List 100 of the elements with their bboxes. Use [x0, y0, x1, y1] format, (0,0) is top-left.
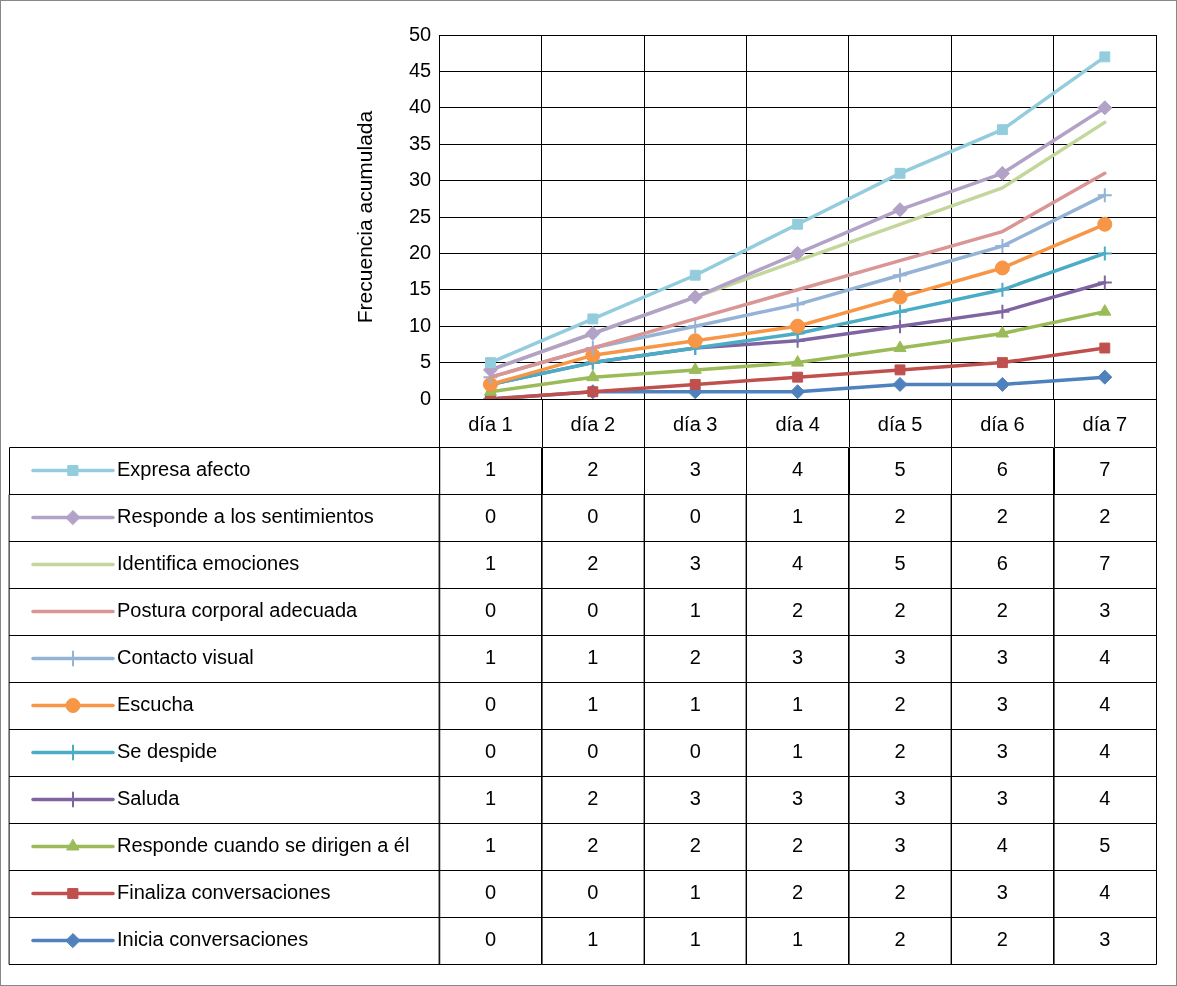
- text: 1: [689, 599, 701, 622]
- text: 2: [587, 552, 599, 575]
- text: 1: [792, 740, 804, 763]
- text: 4: [1099, 646, 1111, 669]
- text: 3: [689, 787, 701, 810]
- text: 0: [689, 740, 701, 763]
- text: 3: [894, 787, 906, 810]
- text: 0: [484, 881, 497, 904]
- text: 1: [792, 693, 804, 716]
- text: 1: [587, 693, 599, 716]
- text: 2: [792, 834, 804, 857]
- text: 2: [894, 599, 906, 622]
- text: 1: [587, 928, 599, 951]
- text: 3: [792, 646, 804, 669]
- y-tick-label: 30: [409, 168, 432, 191]
- legend-label: Expresa afecto: [117, 458, 251, 481]
- text: 3: [894, 646, 906, 669]
- y-tick-label: 40: [409, 95, 432, 118]
- text: 1: [484, 787, 497, 810]
- text: 5: [894, 458, 906, 481]
- text: 4: [792, 458, 804, 481]
- text: 7: [1099, 458, 1111, 481]
- text: 6: [996, 458, 1008, 481]
- text: 3: [996, 646, 1008, 669]
- y-tick-label: 15: [409, 277, 432, 300]
- text: 2: [894, 928, 906, 951]
- legend-label: Responde a los sentimientos: [117, 505, 374, 528]
- text: 1: [689, 881, 701, 904]
- legend-label: Saluda: [117, 787, 181, 810]
- text: 3: [792, 787, 804, 810]
- y-tick-label: 20: [409, 240, 432, 263]
- text: 4: [1099, 693, 1111, 716]
- text: 2: [587, 787, 599, 810]
- text: 0: [587, 740, 599, 763]
- text: 2: [1099, 505, 1111, 528]
- text: 4: [1099, 740, 1111, 763]
- x-tick-label: día 4: [775, 412, 820, 435]
- x-tick-label: día 7: [1082, 412, 1128, 435]
- x-tick-label: día 2: [570, 412, 616, 435]
- y-tick-label: 0: [420, 386, 432, 409]
- text: 0: [484, 928, 497, 951]
- y-tick-label: 25: [409, 204, 432, 227]
- legend-label: Se despide: [117, 740, 218, 763]
- text: 0: [484, 505, 497, 528]
- text: 1: [689, 928, 701, 951]
- text: 1: [484, 646, 497, 669]
- text: 2: [587, 834, 599, 857]
- text: 2: [996, 928, 1008, 951]
- text: 0: [484, 599, 497, 622]
- text: 3: [894, 834, 906, 857]
- text: 3: [1099, 928, 1111, 951]
- text: 2: [894, 740, 906, 763]
- text: 1: [792, 505, 804, 528]
- y-tick-label: 5: [420, 350, 432, 373]
- y-tick-label: 50: [409, 22, 432, 45]
- y-tick-label: 45: [409, 58, 432, 81]
- legend-label: Responde cuando se dirigen a él: [117, 834, 410, 857]
- text: 0: [587, 881, 599, 904]
- text: 4: [1099, 881, 1111, 904]
- x-tick-label: día 5: [877, 412, 923, 435]
- text: 0: [587, 505, 599, 528]
- text: 1: [689, 693, 701, 716]
- text: 3: [996, 693, 1008, 716]
- text: 1: [484, 552, 497, 575]
- text: 7: [1099, 552, 1111, 575]
- legend-label: Postura corporal adecuada: [117, 599, 359, 622]
- text: 5: [1099, 834, 1111, 857]
- text: 2: [792, 599, 804, 622]
- text: 1: [484, 834, 497, 857]
- text: 3: [996, 787, 1008, 810]
- text: 2: [792, 881, 804, 904]
- text: 2: [689, 646, 701, 669]
- text: 0: [484, 693, 497, 716]
- text: 3: [689, 458, 701, 481]
- text: 0: [484, 740, 497, 763]
- text: 1: [484, 458, 497, 481]
- text: 3: [996, 881, 1008, 904]
- text: 2: [996, 505, 1008, 528]
- text: 2: [894, 693, 906, 716]
- text: 1: [792, 928, 804, 951]
- legend-label: Inicia conversaciones: [117, 928, 309, 951]
- y-axis-title: Frecuencia acumulada: [352, 110, 376, 324]
- text: 4: [792, 552, 804, 575]
- x-tick-label: día 1: [468, 412, 513, 435]
- legend-label: Identifica emociones: [117, 552, 300, 575]
- x-tick-label: día 3: [672, 412, 718, 435]
- x-tick-label: día 6: [980, 412, 1025, 435]
- text: 5: [894, 552, 906, 575]
- y-tick-label: 35: [409, 131, 432, 154]
- text: 2: [894, 881, 906, 904]
- y-tick-label: 10: [409, 313, 432, 336]
- legend-label: Contacto visual: [117, 646, 254, 669]
- text: 2: [996, 599, 1008, 622]
- legend-label: Finaliza conversaciones: [117, 881, 331, 904]
- text: 4: [996, 834, 1008, 857]
- text: 1: [587, 646, 599, 669]
- text: 3: [689, 552, 701, 575]
- text: 6: [996, 552, 1008, 575]
- legend-label: Escucha: [117, 693, 195, 716]
- text: 3: [996, 740, 1008, 763]
